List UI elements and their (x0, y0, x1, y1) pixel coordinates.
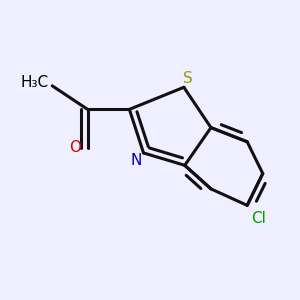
Text: S: S (182, 71, 192, 86)
Text: O: O (69, 140, 81, 155)
Text: H₃C: H₃C (20, 75, 49, 90)
Text: Cl: Cl (251, 211, 266, 226)
Text: N: N (130, 153, 142, 168)
